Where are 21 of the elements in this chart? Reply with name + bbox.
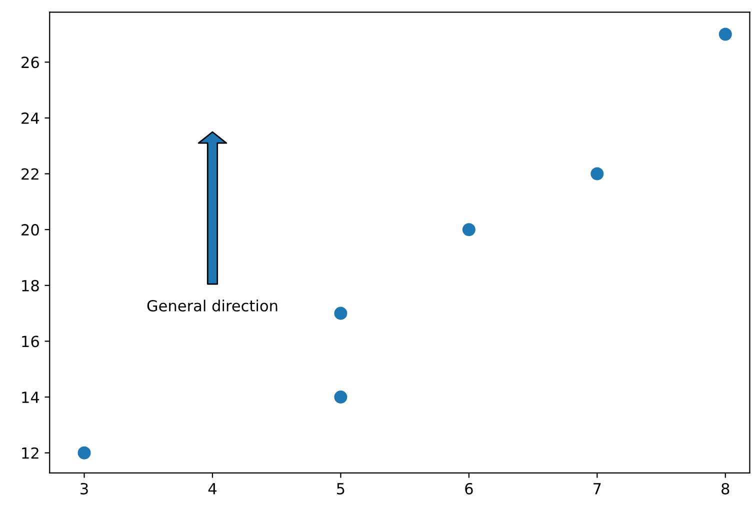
annotation: General direction bbox=[147, 300, 278, 312]
x-tick-label: 8 bbox=[722, 482, 730, 494]
x-tick-label: 3 bbox=[80, 482, 88, 494]
point bbox=[78, 446, 91, 460]
y-tick-label: 16 bbox=[22, 336, 39, 348]
y-tick-label: 12 bbox=[22, 447, 38, 459]
y-tick-label: 14 bbox=[22, 392, 40, 403]
y-tick-label: 20 bbox=[22, 224, 39, 236]
y-tick-label: 18 bbox=[22, 280, 39, 292]
y-tick-label: 24 bbox=[22, 112, 40, 124]
x-tick-label: 5 bbox=[337, 483, 344, 494]
y-tick-label: 26 bbox=[22, 56, 39, 68]
point bbox=[718, 28, 732, 41]
y-tick-label: 22 bbox=[22, 168, 38, 180]
x-tick-label: 4 bbox=[208, 483, 216, 494]
point bbox=[334, 390, 348, 404]
point bbox=[334, 306, 348, 320]
x-tick-label: 6 bbox=[465, 482, 473, 494]
point bbox=[462, 223, 476, 236]
x-tick-label: 7 bbox=[594, 483, 601, 494]
point bbox=[590, 167, 604, 180]
